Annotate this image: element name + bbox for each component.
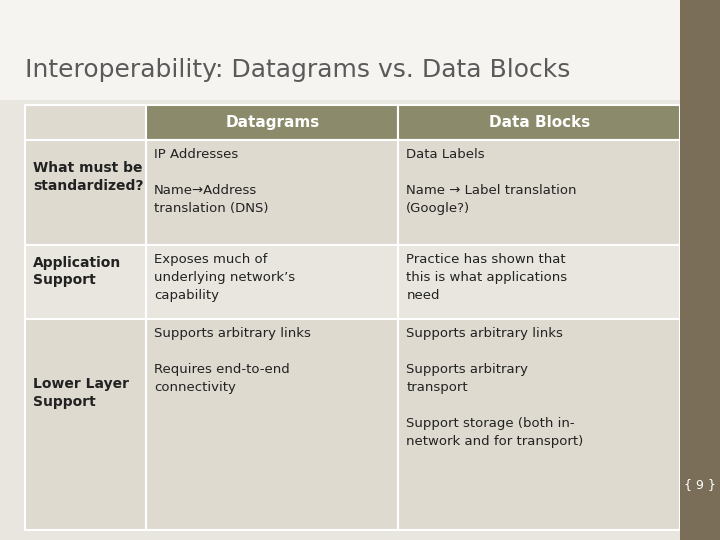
Bar: [0, 0, 720, 100]
Bar: [146, 105, 398, 140]
Text: Datagrams: Datagrams: [225, 115, 320, 130]
Text: Practice has shown that
this is what applications
need: Practice has shown that this is what app…: [406, 253, 567, 302]
Text: Lower Layer
Support: Lower Layer Support: [33, 377, 129, 409]
Text: Application
Support: Application Support: [33, 255, 121, 287]
Bar: [25, 105, 146, 140]
Text: Supports arbitrary links

Requires end-to-end
connectivity: Supports arbitrary links Requires end-to…: [154, 327, 311, 394]
Text: Data Blocks: Data Blocks: [489, 115, 590, 130]
Bar: [146, 140, 398, 245]
Text: IP Addresses

Name→Address
translation (DNS): IP Addresses Name→Address translation (D…: [154, 148, 269, 215]
Bar: [398, 140, 680, 245]
Bar: [398, 245, 680, 319]
Bar: [398, 105, 680, 140]
Text: What must be
standardized?: What must be standardized?: [33, 161, 143, 192]
Bar: [146, 319, 398, 530]
Bar: [0, 100, 680, 540]
Bar: [25, 140, 146, 245]
Text: Supports arbitrary links

Supports arbitrary
transport

Support storage (both in: Supports arbitrary links Supports arbitr…: [406, 327, 584, 448]
Text: Exposes much of
underlying network’s
capability: Exposes much of underlying network’s cap…: [154, 253, 295, 302]
Bar: [680, 0, 720, 540]
Bar: [398, 319, 680, 530]
Bar: [25, 245, 146, 319]
Text: Interoperability: Datagrams vs. Data Blocks: Interoperability: Datagrams vs. Data Blo…: [25, 58, 570, 82]
Text: { 9 }: { 9 }: [684, 478, 716, 491]
Text: Data Labels

Name → Label translation
(Google?): Data Labels Name → Label translation (Go…: [406, 148, 577, 215]
Bar: [146, 245, 398, 319]
Bar: [25, 319, 146, 530]
